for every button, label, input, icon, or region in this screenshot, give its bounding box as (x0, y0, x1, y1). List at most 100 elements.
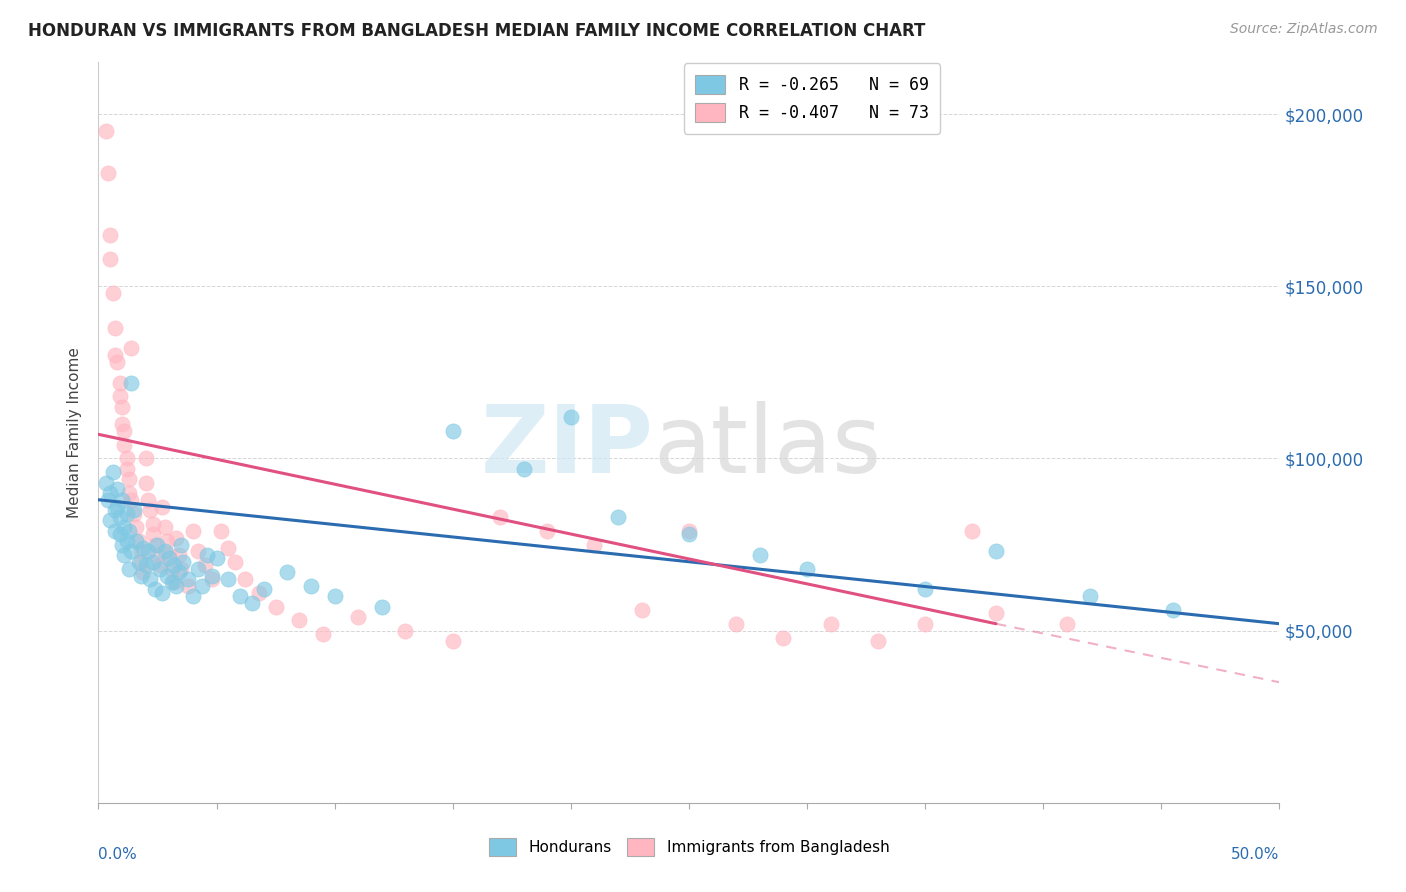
Point (104, 503, 127, 517)
Point (111, 537, 134, 551)
Point (143, 537, 166, 551)
Point (146, 537, 169, 551)
Point (105, 500, 128, 514)
Point (167, 548, 190, 562)
Point (112, 438, 135, 452)
Point (181, 589, 204, 603)
Point (866, 634, 889, 648)
Point (125, 520, 148, 534)
Point (112, 424, 135, 438)
Point (104, 524, 127, 538)
Point (201, 568, 224, 582)
Point (153, 520, 176, 534)
Point (98, 252, 121, 266)
Point (536, 524, 558, 538)
Point (299, 579, 322, 593)
Point (135, 558, 157, 573)
Point (118, 472, 141, 486)
Point (98, 513, 121, 527)
Point (111, 400, 134, 414)
Point (181, 524, 204, 538)
Point (135, 451, 157, 466)
Point (115, 451, 138, 466)
Point (984, 544, 1007, 558)
Point (98, 486, 121, 500)
Point (264, 599, 287, 614)
Point (725, 616, 748, 631)
Point (253, 582, 276, 597)
Point (233, 572, 256, 586)
Point (108, 376, 131, 390)
Point (160, 561, 183, 575)
Point (132, 565, 155, 579)
Point (172, 555, 194, 569)
Point (143, 582, 166, 597)
Text: 0.0%: 0.0% (98, 847, 138, 863)
Point (146, 548, 169, 562)
Point (323, 589, 346, 603)
Point (630, 603, 652, 617)
Point (149, 558, 172, 573)
Point (205, 551, 228, 566)
Point (118, 524, 141, 538)
Point (105, 355, 128, 369)
Point (748, 548, 770, 562)
Point (108, 527, 131, 541)
Text: HONDURAN VS IMMIGRANTS FROM BANGLADESH MEDIAN FAMILY INCOME CORRELATION CHART: HONDURAN VS IMMIGRANTS FROM BANGLADESH M… (28, 22, 925, 40)
Point (132, 541, 155, 555)
Point (441, 634, 464, 648)
Point (772, 631, 794, 645)
Point (108, 510, 131, 524)
Point (136, 544, 159, 558)
Point (187, 544, 209, 558)
Point (121, 341, 143, 355)
Point (118, 561, 141, 575)
Point (118, 486, 141, 500)
Point (149, 561, 172, 575)
Text: Source: ZipAtlas.com: Source: ZipAtlas.com (1230, 22, 1378, 37)
Point (150, 586, 173, 600)
Point (217, 541, 239, 555)
Point (121, 492, 143, 507)
Point (150, 500, 173, 514)
Point (139, 503, 162, 517)
Point (104, 348, 127, 362)
Point (115, 534, 138, 549)
Point (489, 510, 512, 524)
Point (156, 534, 179, 549)
Point (125, 534, 148, 549)
Point (201, 572, 224, 586)
Point (122, 503, 145, 517)
Point (142, 527, 165, 541)
Point (108, 389, 131, 403)
Point (165, 531, 187, 545)
Point (112, 548, 135, 562)
Point (142, 516, 165, 531)
Point (312, 627, 335, 641)
Point (101, 465, 124, 479)
Point (1056, 616, 1078, 631)
Point (607, 510, 630, 524)
Point (1161, 603, 1184, 617)
Point (129, 568, 152, 582)
Point (97, 166, 120, 180)
Point (142, 555, 165, 569)
Point (98, 227, 121, 242)
Point (101, 286, 124, 301)
Point (156, 568, 179, 582)
Point (105, 483, 128, 497)
Legend: Hondurans, Immigrants from Bangladesh: Hondurans, Immigrants from Bangladesh (482, 832, 896, 862)
Text: ZIP: ZIP (481, 401, 654, 493)
Text: 50.0%: 50.0% (1232, 847, 1279, 863)
Point (128, 534, 150, 549)
Point (962, 524, 984, 538)
Point (129, 544, 152, 558)
Point (121, 544, 143, 558)
Point (129, 555, 152, 569)
Point (177, 579, 200, 593)
Point (104, 320, 127, 334)
Point (115, 462, 138, 476)
Point (157, 551, 180, 566)
Point (209, 524, 232, 538)
Point (240, 596, 263, 610)
